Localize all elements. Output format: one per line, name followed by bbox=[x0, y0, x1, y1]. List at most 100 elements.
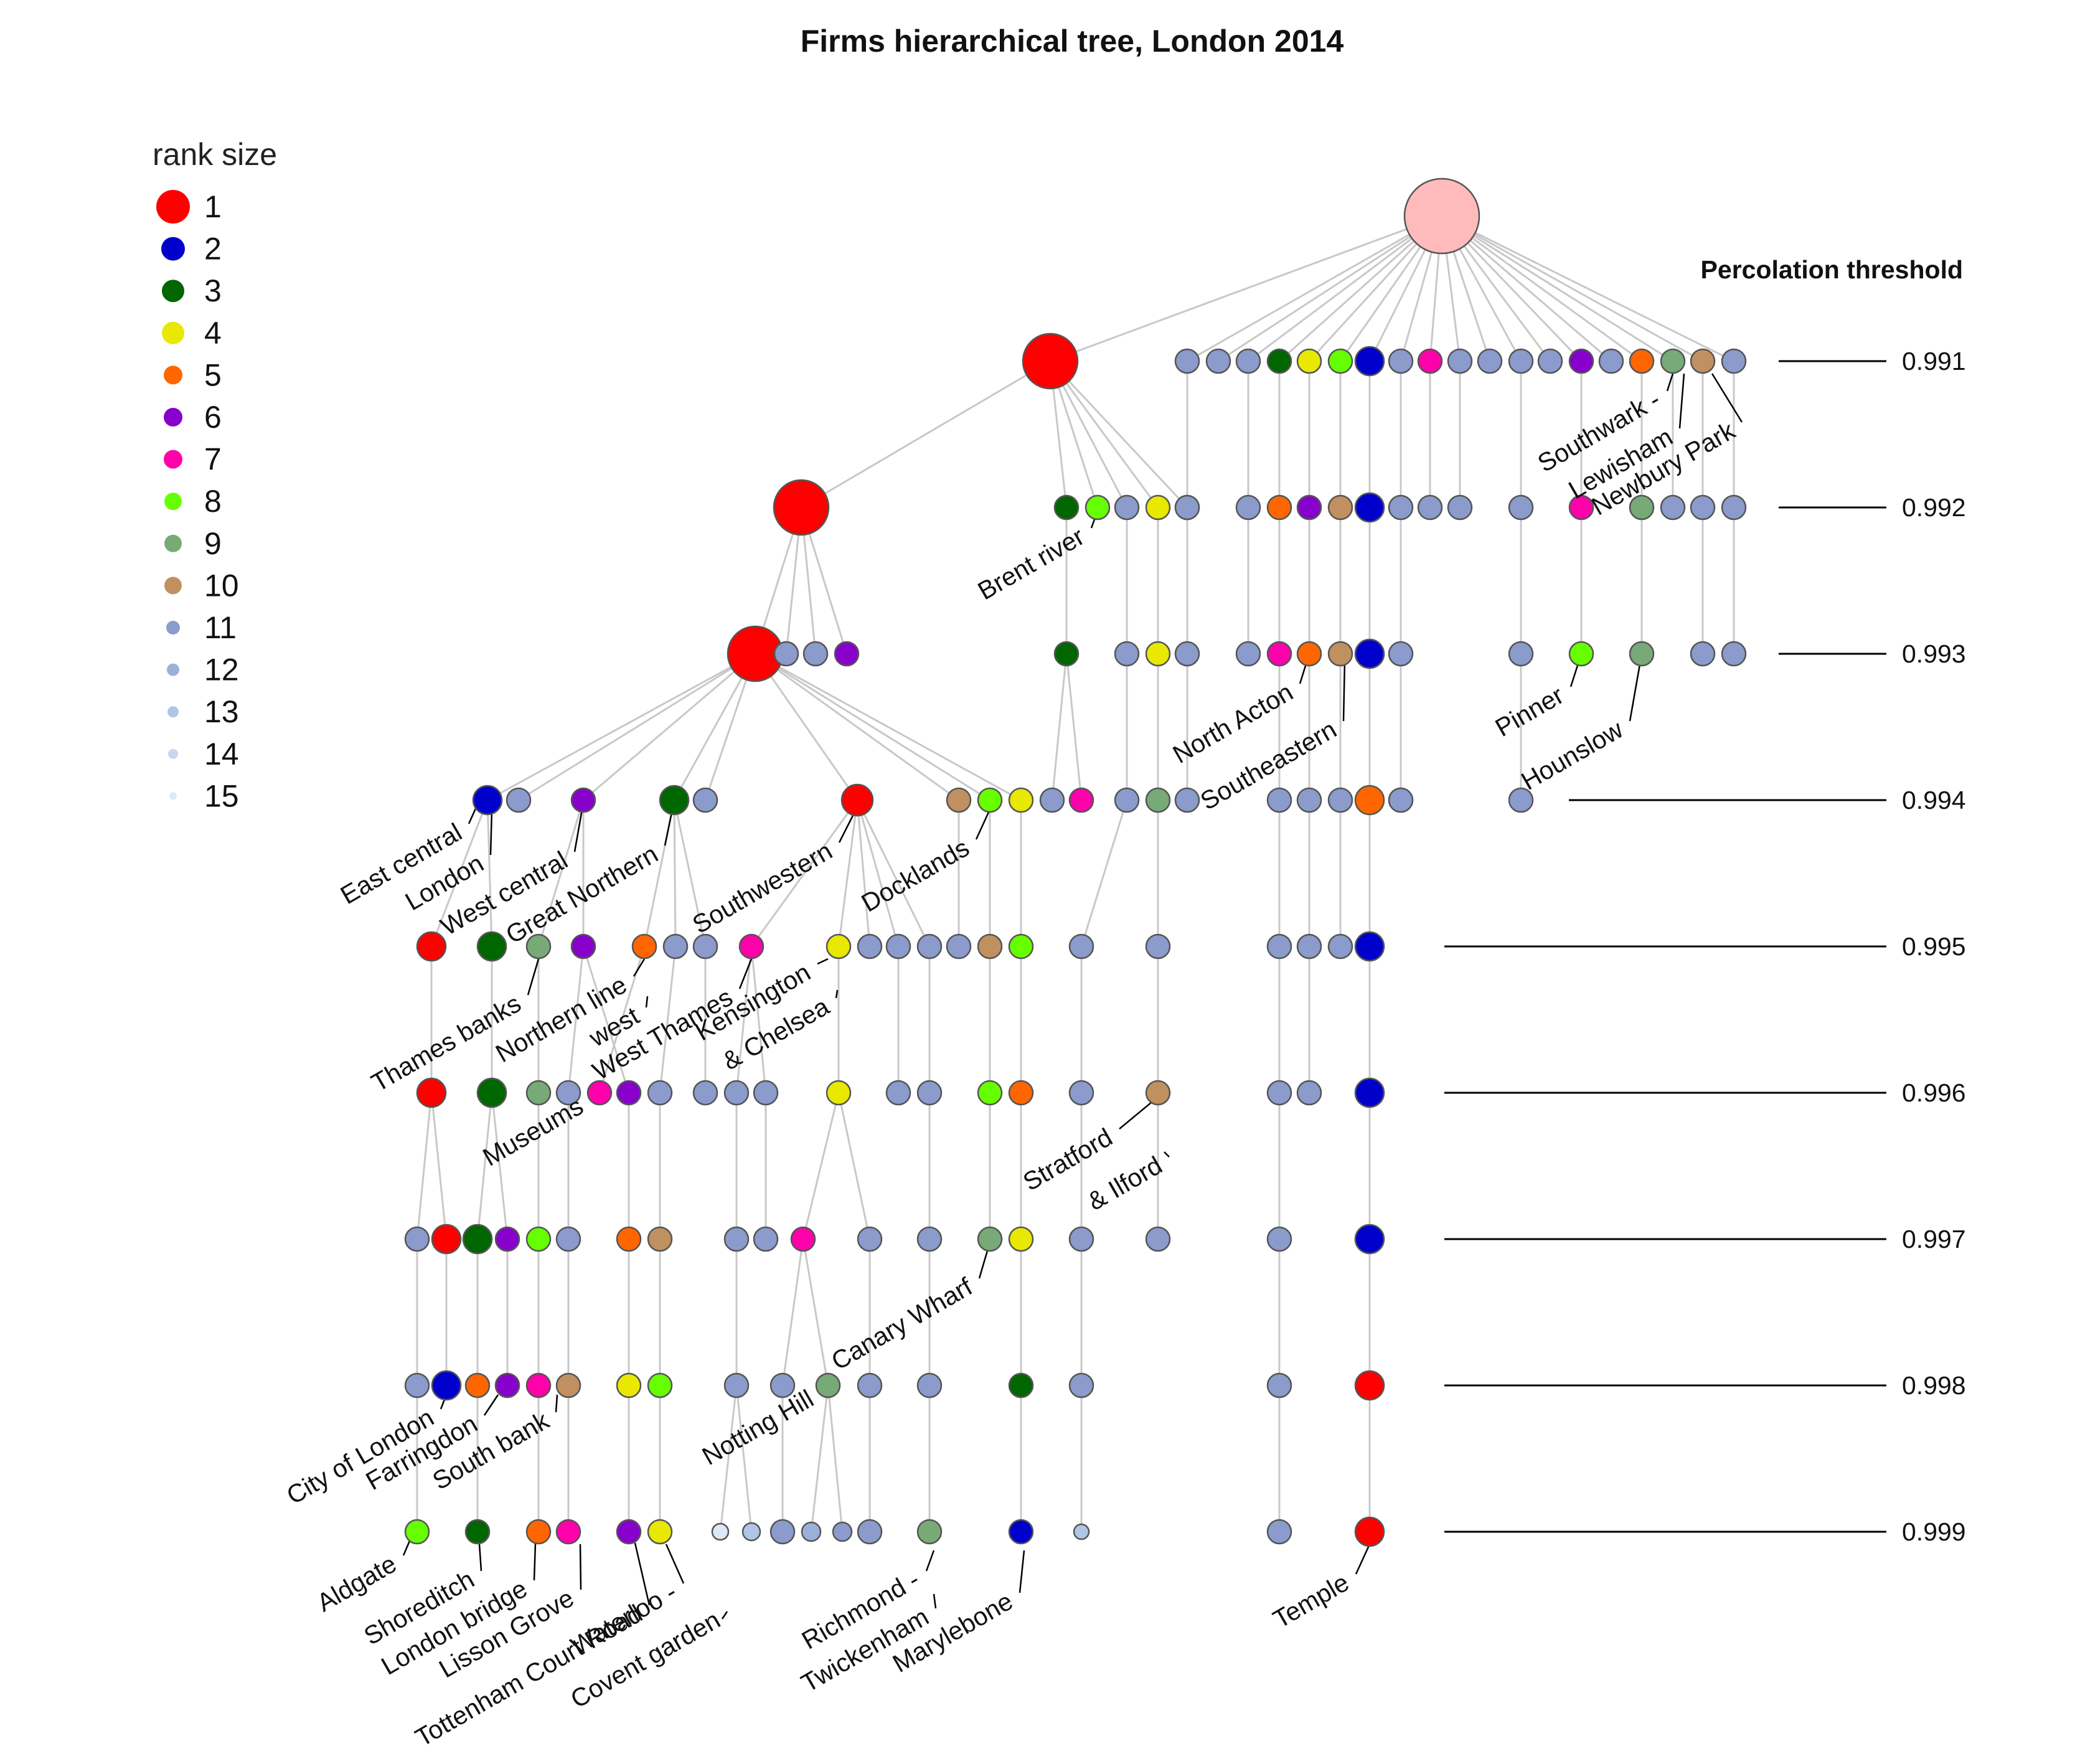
tree-node-rank-11 bbox=[1174, 787, 1200, 813]
tree-node-rank-11 bbox=[1039, 787, 1065, 813]
tree-node-rank-1 bbox=[1354, 1370, 1385, 1401]
tree-edge bbox=[837, 1092, 871, 1240]
leader-south_bank bbox=[555, 1394, 558, 1413]
tree-node-rank-8 bbox=[1327, 348, 1353, 374]
tree-node-rank-8 bbox=[647, 1372, 673, 1398]
diagram-title: Firms hierarchical tree, London 2014 bbox=[801, 24, 1344, 59]
tree-node-rank-11 bbox=[1266, 1080, 1292, 1106]
tree-edge bbox=[750, 799, 859, 947]
tree-node-rank-2 bbox=[1354, 638, 1385, 669]
tree-node-rank-11 bbox=[506, 787, 532, 813]
tree-node-rank-11 bbox=[1508, 787, 1534, 813]
tree-node-rank-4 bbox=[826, 1080, 852, 1106]
tree-node-rank-11 bbox=[1145, 933, 1171, 960]
leader-farringdon bbox=[483, 1394, 499, 1416]
tree-node-rank-5 bbox=[1296, 641, 1322, 667]
tree-node-rank-10 bbox=[1327, 494, 1353, 521]
tree-node-rank-9 bbox=[1660, 348, 1686, 374]
tree-node-rank-11 bbox=[404, 1226, 430, 1252]
legend-swatch-4 bbox=[162, 321, 184, 344]
tree-node-rank-11 bbox=[647, 1080, 673, 1106]
tree-node-rank-1 bbox=[431, 1224, 462, 1255]
tree-node-rank-9 bbox=[1145, 787, 1171, 813]
tree-node-rank-8 bbox=[1568, 641, 1594, 667]
tree-edge bbox=[476, 1092, 493, 1240]
tree-node-rank-11 bbox=[1388, 348, 1414, 374]
tree-edge bbox=[837, 799, 859, 947]
tree-node-rank-2 bbox=[472, 785, 503, 816]
place-label-southwestern: Southwestern bbox=[687, 836, 837, 939]
tree-node-rank-11 bbox=[1508, 641, 1534, 667]
legend-swatch-14 bbox=[168, 748, 178, 759]
tree-edge bbox=[1218, 215, 1442, 362]
leader-london_bridge bbox=[533, 1542, 537, 1581]
leader-richmond bbox=[925, 1550, 935, 1572]
tree-node-rank-11 bbox=[1477, 348, 1503, 374]
tree-node-rank-11 bbox=[1690, 494, 1716, 521]
tree-node-rank-9 bbox=[916, 1519, 943, 1545]
tree-node-rank-4 bbox=[1008, 1226, 1034, 1252]
leader-southeastern bbox=[1342, 659, 1346, 722]
tree-node-rank-2 bbox=[1354, 346, 1385, 377]
legend-label-8: 8 bbox=[204, 484, 222, 519]
tree-node-rank-9 bbox=[815, 1372, 841, 1398]
tree-root-node bbox=[1403, 177, 1480, 255]
tree-edge bbox=[802, 1238, 829, 1386]
legend-label-12: 12 bbox=[204, 653, 239, 687]
tree-node-rank-11 bbox=[1235, 494, 1261, 521]
threshold-header: Percolation threshold bbox=[1701, 255, 1963, 284]
tree-edge bbox=[755, 653, 990, 801]
legend-label-14: 14 bbox=[204, 737, 239, 771]
place-label-temple: Temple bbox=[1268, 1568, 1353, 1634]
tree-node-rank-4 bbox=[826, 933, 852, 960]
legend-swatch-8 bbox=[164, 493, 182, 511]
tree-node-rank-11 bbox=[857, 1519, 883, 1545]
tree-node-rank-11 bbox=[1114, 641, 1140, 667]
tree-edge bbox=[416, 1092, 433, 1240]
tree-node-rank-11 bbox=[1537, 348, 1563, 374]
tree-node-rank-11 bbox=[1296, 933, 1322, 960]
tree-edge bbox=[755, 653, 1022, 801]
tree-node-rank-6 bbox=[570, 933, 596, 960]
tree-node-rank-11 bbox=[1145, 1226, 1171, 1252]
legend-swatch-13 bbox=[167, 706, 179, 718]
tree-node-rank-3 bbox=[1053, 641, 1080, 667]
legend-label-5: 5 bbox=[204, 357, 222, 392]
tree-node-rank-11 bbox=[769, 1372, 796, 1398]
tree-node-rank-11 bbox=[1068, 933, 1094, 960]
tree-node-rank-11 bbox=[753, 1226, 779, 1252]
legend-swatch-11 bbox=[166, 621, 180, 634]
tree-node-rank-11 bbox=[1388, 641, 1414, 667]
tree-node-rank-11 bbox=[662, 933, 689, 960]
threshold-value-0.991: 0.991 bbox=[1902, 347, 1966, 375]
tree-edge bbox=[583, 653, 756, 801]
tree-node-rank-3 bbox=[1266, 348, 1292, 374]
leader-waterloo bbox=[665, 1544, 685, 1584]
tree-node-rank-11 bbox=[723, 1080, 750, 1106]
tree-node-rank-11 bbox=[555, 1080, 581, 1106]
leader-west_thames bbox=[738, 958, 753, 989]
tree-node-rank-8 bbox=[1085, 494, 1111, 521]
leader-west_central bbox=[573, 809, 583, 852]
tree-node-rank-11 bbox=[1447, 348, 1473, 374]
tree-edge bbox=[781, 1238, 804, 1386]
tree-node-rank-9 bbox=[1629, 494, 1655, 521]
legend-swatch-7 bbox=[164, 450, 182, 469]
tree-edge bbox=[1441, 215, 1734, 362]
tree-node-rank-6 bbox=[834, 641, 860, 667]
place-label-brent-river: Brent river bbox=[973, 522, 1089, 605]
tree-edge bbox=[486, 799, 493, 947]
tree-node-rank-11 bbox=[1296, 787, 1322, 813]
tree-edge bbox=[1441, 215, 1642, 362]
tree-node-rank-11 bbox=[1068, 1080, 1094, 1106]
tree-node-rank-11 bbox=[1235, 641, 1261, 667]
place-label-aldgate: Aldgate bbox=[312, 1549, 401, 1617]
legend-label-15: 15 bbox=[204, 778, 239, 813]
tree-edge bbox=[659, 946, 677, 1093]
tree-node-rank-7 bbox=[1417, 348, 1443, 374]
tree-node-rank-10 bbox=[555, 1372, 581, 1398]
tree-node-rank-11 bbox=[723, 1226, 750, 1252]
tree-node-rank-4 bbox=[1145, 641, 1171, 667]
tree-node-rank-9 bbox=[1629, 641, 1655, 667]
